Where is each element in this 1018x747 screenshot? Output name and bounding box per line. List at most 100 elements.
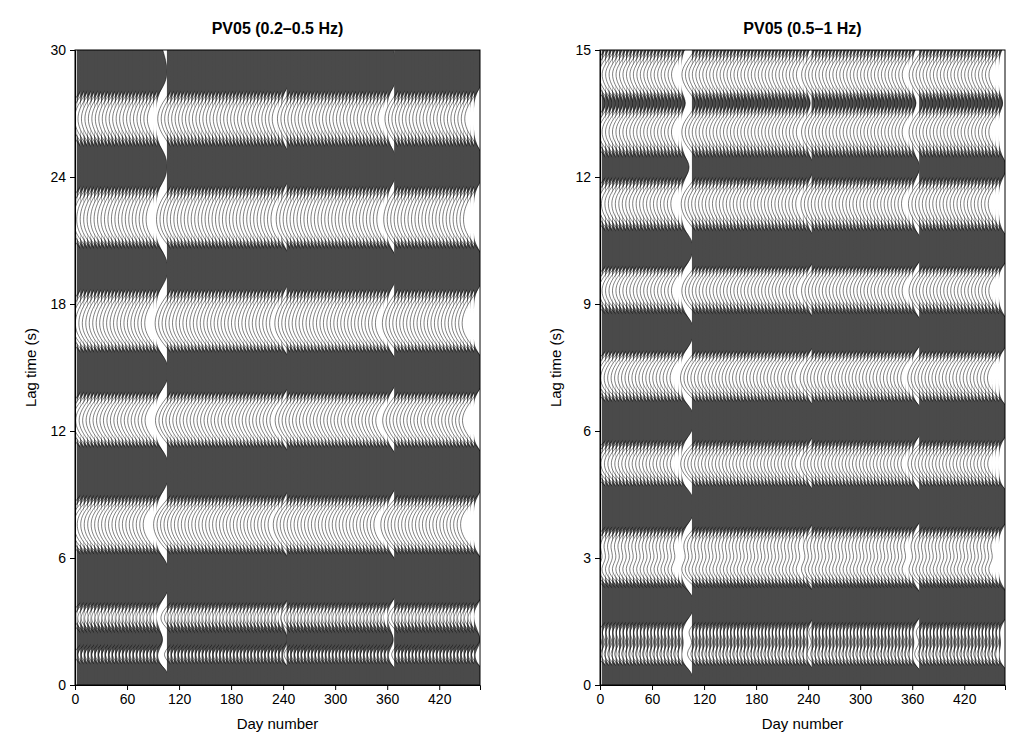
x-tick: 180 — [745, 685, 769, 707]
x-axis-line — [601, 686, 1006, 691]
plot-background — [75, 50, 480, 685]
x-tick-mark — [704, 685, 705, 690]
x-tick-mark — [652, 685, 653, 690]
x-tick: 120 — [168, 685, 192, 707]
x-axis: 0 60 120 180 240 300 360 420 — [72, 685, 481, 707]
y-tick-label: 12 — [50, 423, 66, 439]
trace — [987, 50, 1005, 685]
trace — [461, 50, 480, 685]
x-tick: 420 — [428, 685, 452, 707]
y-tick-mark — [595, 685, 600, 686]
x-tick-label: 300 — [849, 691, 873, 707]
y-tick: 6 — [58, 550, 75, 566]
y-tick-label: 3 — [583, 550, 591, 566]
y-tick: 9 — [583, 296, 600, 312]
y-tick: 0 — [58, 677, 75, 693]
x-tick: 360 — [376, 685, 400, 707]
y-tick-label: 9 — [583, 296, 591, 312]
y-tick: 24 — [50, 169, 75, 185]
y-tick-label: 24 — [50, 169, 66, 185]
y-tick-label: 12 — [575, 169, 591, 185]
y-tick-mark — [70, 685, 75, 686]
plot-background — [600, 50, 1005, 685]
x-tick-mark — [912, 685, 913, 690]
y-axis: 0 3 6 9 12 15 — [575, 42, 600, 693]
y-tick-mark — [70, 50, 75, 51]
x-tick-mark — [127, 685, 128, 690]
x-tick-label: 300 — [324, 691, 348, 707]
y-tick-label: 0 — [583, 677, 591, 693]
x-tick-mark — [808, 685, 809, 690]
x-tick-mark — [756, 685, 757, 690]
x-tick-label: 0 — [72, 691, 80, 707]
panel-title: PV05 (0.2–0.5 Hz) — [212, 20, 344, 37]
y-tick: 12 — [575, 169, 600, 185]
plot-area — [600, 50, 1005, 685]
x-tick: 60 — [645, 685, 661, 707]
x-tick-label: 60 — [120, 691, 136, 707]
y-tick-label: 30 — [50, 42, 66, 58]
y-tick: 0 — [583, 677, 600, 693]
y-tick-mark — [70, 304, 75, 305]
x-tick-label: 240 — [797, 691, 821, 707]
y-tick-mark — [595, 50, 600, 51]
y-tick-mark — [70, 177, 75, 178]
trace — [143, 50, 170, 685]
y-tick-mark — [595, 558, 600, 559]
x-tick-label: 180 — [745, 691, 769, 707]
y-tick-label: 15 — [575, 42, 591, 58]
trace-line — [461, 50, 480, 685]
panel-title: PV05 (0.5–1 Hz) — [743, 20, 861, 37]
y-tick-mark — [595, 177, 600, 178]
x-tick: 300 — [324, 685, 348, 707]
x-tick-label: 120 — [168, 691, 192, 707]
y-tick-mark — [70, 431, 75, 432]
y-tick-label: 0 — [58, 677, 66, 693]
trace-line — [987, 50, 1005, 685]
x-tick-label: 420 — [428, 691, 452, 707]
x-tick: 180 — [220, 685, 244, 707]
x-tick-label: 60 — [645, 691, 661, 707]
x-tick-mark — [387, 685, 388, 690]
y-tick-label: 6 — [583, 423, 591, 439]
x-tick: 0 — [72, 685, 80, 707]
x-tick-label: 420 — [953, 691, 977, 707]
x-tick-mark — [231, 685, 232, 690]
y-axis-title: Lag time (s) — [547, 328, 564, 407]
x-tick-label: 120 — [693, 691, 717, 707]
x-tick: 360 — [901, 685, 925, 707]
trace-line — [670, 50, 695, 685]
y-tick-label: 6 — [58, 550, 66, 566]
y-tick: 3 — [583, 550, 600, 566]
x-tick-mark — [335, 685, 336, 690]
x-axis-title: Day number — [762, 715, 844, 732]
x-axis-title: Day number — [237, 715, 319, 732]
y-axis-title: Lag time (s) — [22, 328, 39, 407]
x-tick-mark — [964, 685, 965, 690]
trace — [670, 50, 695, 685]
y-axis-line — [70, 51, 76, 686]
plot-frame — [600, 50, 1005, 685]
y-tick: 30 — [50, 42, 75, 58]
y-tick-label: 18 — [50, 296, 66, 312]
panel: 0 60 120 180 240 300 360 420 0 6 12 18 24 30 PV05 (0.2… — [22, 20, 487, 732]
panel: 0 60 120 180 240 300 360 420 0 3 6 9 12 15 PV05 (0.5–1… — [547, 20, 1012, 732]
x-tick: 0 — [597, 685, 605, 707]
x-tick-mark — [283, 685, 284, 690]
plot-frame — [75, 50, 480, 685]
x-tick: 300 — [849, 685, 873, 707]
y-tick-mark — [595, 431, 600, 432]
x-tick-label: 360 — [901, 691, 925, 707]
trace-line — [143, 50, 170, 685]
y-tick: 6 — [583, 423, 600, 439]
y-axis-line — [595, 51, 601, 686]
y-tick-mark — [70, 558, 75, 559]
x-tick-mark — [860, 685, 861, 690]
y-axis: 0 6 12 18 24 30 — [50, 42, 75, 693]
x-tick: 240 — [272, 685, 296, 707]
x-tick: 420 — [953, 685, 977, 707]
x-axis: 0 60 120 180 240 300 360 420 — [597, 685, 1006, 707]
x-tick: 60 — [120, 685, 136, 707]
x-tick-mark — [179, 685, 180, 690]
y-tick: 15 — [575, 42, 600, 58]
